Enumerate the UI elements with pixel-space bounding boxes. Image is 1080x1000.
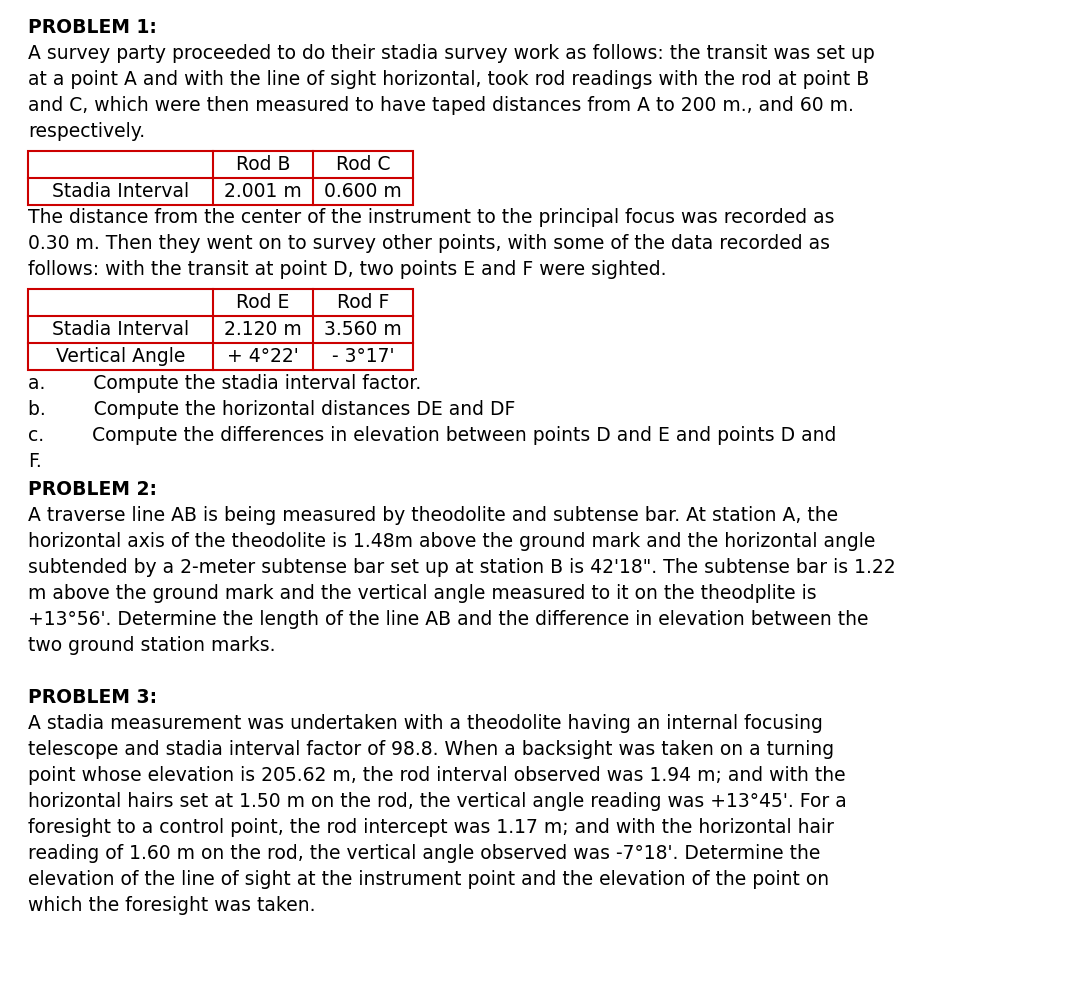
Text: The distance from the center of the instrument to the principal focus was record: The distance from the center of the inst… xyxy=(28,208,835,227)
Text: Rod E: Rod E xyxy=(237,293,289,312)
Text: subtended by a 2-meter subtense bar set up at station B is 42'18". The subtense : subtended by a 2-meter subtense bar set … xyxy=(28,558,895,577)
Text: point whose elevation is 205.62 m, the rod interval observed was 1.94 m; and wit: point whose elevation is 205.62 m, the r… xyxy=(28,766,846,785)
Text: respectively.: respectively. xyxy=(28,122,145,141)
Text: Vertical Angle: Vertical Angle xyxy=(56,347,185,366)
Text: m above the ground mark and the vertical angle measured to it on the theodplite : m above the ground mark and the vertical… xyxy=(28,584,816,603)
Text: + 4°22': + 4°22' xyxy=(227,347,299,366)
Bar xyxy=(28,151,413,205)
Text: F.: F. xyxy=(28,452,42,471)
Text: A survey party proceeded to do their stadia survey work as follows: the transit : A survey party proceeded to do their sta… xyxy=(28,44,875,63)
Text: 0.600 m: 0.600 m xyxy=(324,182,402,201)
Text: Rod C: Rod C xyxy=(336,155,390,174)
Text: PROBLEM 1:: PROBLEM 1: xyxy=(28,18,157,37)
Text: 2.001 m: 2.001 m xyxy=(225,182,302,201)
Text: +13°56'. Determine the length of the line AB and the difference in elevation bet: +13°56'. Determine the length of the lin… xyxy=(28,610,868,629)
Text: at a point A and with the line of sight horizontal, took rod readings with the r: at a point A and with the line of sight … xyxy=(28,70,869,89)
Text: follows: with the transit at point D, two points E and F were sighted.: follows: with the transit at point D, tw… xyxy=(28,260,666,279)
Text: 3.560 m: 3.560 m xyxy=(324,320,402,339)
Text: and C, which were then measured to have taped distances from A to 200 m., and 60: and C, which were then measured to have … xyxy=(28,96,854,115)
Text: Stadia Interval: Stadia Interval xyxy=(52,182,189,201)
Text: 0.30 m. Then they went on to survey other points, with some of the data recorded: 0.30 m. Then they went on to survey othe… xyxy=(28,234,831,253)
Text: Rod F: Rod F xyxy=(337,293,389,312)
Text: elevation of the line of sight at the instrument point and the elevation of the : elevation of the line of sight at the in… xyxy=(28,870,829,889)
Text: PROBLEM 2:: PROBLEM 2: xyxy=(28,480,157,499)
Text: horizontal hairs set at 1.50 m on the rod, the vertical angle reading was +13°45: horizontal hairs set at 1.50 m on the ro… xyxy=(28,792,847,811)
Text: Stadia Interval: Stadia Interval xyxy=(52,320,189,339)
Text: telescope and stadia interval factor of 98.8. When a backsight was taken on a tu: telescope and stadia interval factor of … xyxy=(28,740,834,759)
Text: b.        Compute the horizontal distances DE and DF: b. Compute the horizontal distances DE a… xyxy=(28,400,515,419)
Text: horizontal axis of the theodolite is 1.48m above the ground mark and the horizon: horizontal axis of the theodolite is 1.4… xyxy=(28,532,876,551)
Text: A traverse line AB is being measured by theodolite and subtense bar. At station : A traverse line AB is being measured by … xyxy=(28,506,838,525)
Text: two ground station marks.: two ground station marks. xyxy=(28,636,275,655)
Text: which the foresight was taken.: which the foresight was taken. xyxy=(28,896,315,915)
Text: c.        Compute the differences in elevation between points D and E and points: c. Compute the differences in elevation … xyxy=(28,426,836,445)
Text: foresight to a control point, the rod intercept was 1.17 m; and with the horizon: foresight to a control point, the rod in… xyxy=(28,818,834,837)
Text: a.        Compute the stadia interval factor.: a. Compute the stadia interval factor. xyxy=(28,374,421,393)
Bar xyxy=(28,289,413,370)
Text: - 3°17': - 3°17' xyxy=(332,347,394,366)
Text: A stadia measurement was undertaken with a theodolite having an internal focusin: A stadia measurement was undertaken with… xyxy=(28,714,823,733)
Text: PROBLEM 3:: PROBLEM 3: xyxy=(28,688,157,707)
Text: reading of 1.60 m on the rod, the vertical angle observed was -7°18'. Determine : reading of 1.60 m on the rod, the vertic… xyxy=(28,844,821,863)
Text: Rod B: Rod B xyxy=(235,155,291,174)
Text: 2.120 m: 2.120 m xyxy=(225,320,302,339)
